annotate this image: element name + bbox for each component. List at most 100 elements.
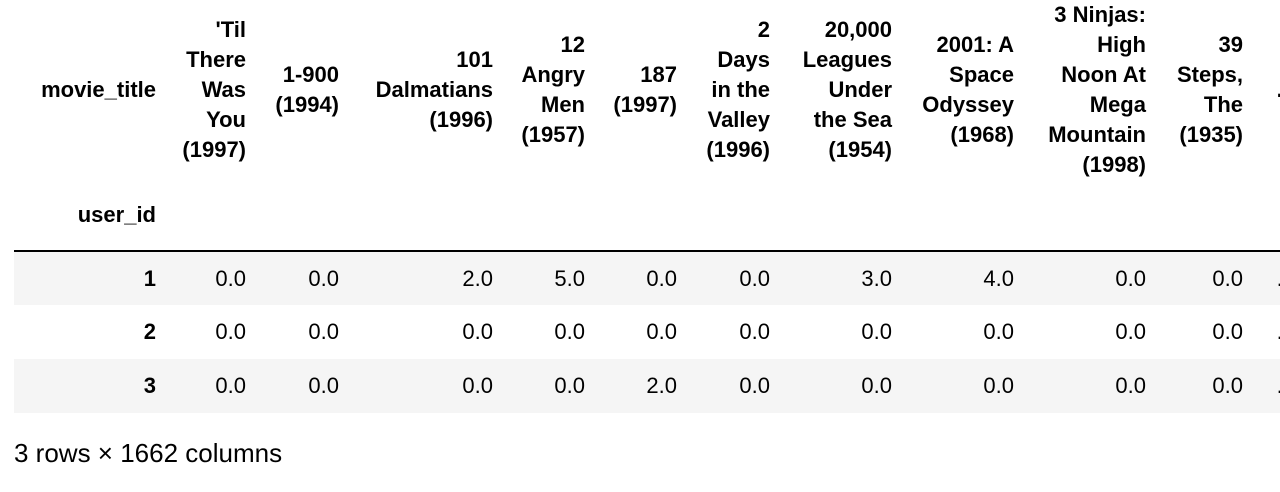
empty-header-cell <box>594 180 686 252</box>
column-header-line: 2001: A <box>936 32 1014 57</box>
column-header-line: You <box>206 107 246 132</box>
table-shape-caption: 3 rows × 1662 columns <box>14 438 283 468</box>
table-cell: 0.0 <box>1115 265 1146 291</box>
empty-header-cell <box>502 180 594 252</box>
table-cell: 0.0 <box>646 319 677 344</box>
table-cell: 5.0 <box>554 265 585 291</box>
column-header-line: The <box>1203 92 1243 117</box>
column-header-line: (1994) <box>275 92 339 117</box>
column-header-line: Leagues <box>802 47 892 72</box>
empty-header-cell <box>348 180 502 252</box>
table-cell: 0.0 <box>1115 319 1146 344</box>
column-header-line: (1957) <box>521 122 585 147</box>
column-header-line: (1997) <box>613 92 677 117</box>
column-header-line: (1996) <box>429 107 493 132</box>
index-name-label: user_id <box>14 180 165 252</box>
table-row: 1 0.0 0.0 2.0 5.0 0.0 0.0 3.0 4.0 0.0 0.0... <box>14 251 1280 305</box>
column-header-line: (1935) <box>1179 122 1243 147</box>
column-header-line: Space <box>949 62 1014 87</box>
column-header-4: 187 (1997) <box>594 0 686 180</box>
column-header-line: (1968) <box>950 122 1014 147</box>
column-header-2: 101 Dalmatians (1996) <box>348 0 502 180</box>
column-header-5: 2 Days in the Valley (1996) <box>686 0 779 180</box>
column-header-line: (1997) <box>182 137 246 162</box>
column-header-line: Noon At <box>1061 62 1146 87</box>
column-header-6: 20,000 Leagues Under the Sea (1954) <box>779 0 901 180</box>
table-cell: 0.0 <box>215 373 246 398</box>
table-cell: 0.0 <box>1212 373 1243 398</box>
empty-header-cell <box>779 180 901 252</box>
column-header-line: High <box>1097 32 1146 57</box>
table-cell: 0.0 <box>739 265 770 291</box>
table-cell: 0.0 <box>462 373 493 398</box>
row-index: 3 <box>143 373 156 398</box>
table-cell: 0.0 <box>1212 319 1243 344</box>
table-cell: 0.0 <box>739 319 770 344</box>
table-cell: 0.0 <box>462 319 493 344</box>
table-cell: 0.0 <box>646 265 677 291</box>
table-header: movie_title 'Til There Was You (1997) 1-900 (1… <box>14 0 1280 252</box>
column-header-line: 'Til <box>215 17 247 42</box>
table-cell: 0.0 <box>861 319 892 344</box>
column-header-line: Was <box>201 77 246 102</box>
column-header-line: Valley <box>707 107 770 132</box>
table-cell: 2.0 <box>646 373 677 398</box>
column-header-line: Odyssey <box>922 92 1014 117</box>
column-header-3: 12 Angry Men (1957) <box>502 0 594 180</box>
column-header-line: Mountain <box>1048 122 1146 147</box>
table-cell: 0.0 <box>739 373 770 398</box>
column-header-8: 3 Ninjas: High Noon At Mega Mountain (1998) <box>1023 0 1155 180</box>
column-ellipsis: ... <box>1252 0 1280 180</box>
column-header-1: 1-900 (1994) <box>255 0 348 180</box>
table-cell: 0.0 <box>983 319 1014 344</box>
empty-header-cell <box>686 180 779 252</box>
column-header-line: 3 Ninjas: <box>1054 2 1146 27</box>
table-cell: 0.0 <box>308 265 339 291</box>
table-cell: 0.0 <box>308 319 339 344</box>
column-header-line: Dalmatians <box>375 77 493 102</box>
table-cell: 0.0 <box>308 373 339 398</box>
table-cell: 0.0 <box>1212 265 1243 291</box>
table-cell: 0.0 <box>983 373 1014 398</box>
empty-header-cell <box>1252 180 1280 252</box>
empty-header-cell <box>901 180 1023 252</box>
column-header-line: (1954) <box>828 137 892 162</box>
table-row: 2 0.0 0.0 0.0 0.0 0.0 0.0 0.0 0.0 0.0 0.0... <box>14 305 1280 359</box>
row-ellipsis: ... <box>1252 251 1280 305</box>
table-row: 3 0.0 0.0 0.0 0.0 2.0 0.0 0.0 0.0 0.0 0.0... <box>14 359 1280 413</box>
column-header-row: movie_title 'Til There Was You (1997) 1-900 (1… <box>14 0 1280 180</box>
row-index: 2 <box>143 319 156 344</box>
column-header-line: 39 <box>1218 32 1243 57</box>
table-cell: 4.0 <box>983 265 1014 291</box>
dataframe-table: movie_title 'Til There Was You (1997) 1-900 (1… <box>14 0 1280 413</box>
empty-header-cell <box>1023 180 1155 252</box>
column-header-line: 12 <box>560 32 585 57</box>
empty-header-cell <box>165 180 255 252</box>
table-cell: 2.0 <box>462 265 493 291</box>
columns-name-label: movie_title <box>41 77 156 102</box>
column-header-line: 2 <box>757 17 770 42</box>
empty-header-cell <box>255 180 348 252</box>
column-header-line: 20,000 <box>824 17 892 42</box>
row-ellipsis: ... <box>1252 359 1280 413</box>
table-cell: 0.0 <box>215 319 246 344</box>
table-body: 1 0.0 0.0 2.0 5.0 0.0 0.0 3.0 4.0 0.0 0.0... 2 0.0 0.… <box>14 251 1280 413</box>
row-ellipsis: ... <box>1252 305 1280 359</box>
column-header-line: Angry <box>521 62 585 87</box>
column-header-line: There <box>186 47 246 72</box>
column-header-line: (1996) <box>706 137 770 162</box>
column-header-line: Men <box>541 92 585 117</box>
column-header-9: 39 Steps, The (1935) <box>1155 0 1252 180</box>
column-header-7: 2001: A Space Odyssey (1968) <box>901 0 1023 180</box>
column-header-line: Mega <box>1089 92 1146 117</box>
table-cell: 0.0 <box>1115 373 1146 398</box>
column-header-line: the Sea <box>813 107 892 132</box>
column-header-line: 1-900 <box>282 62 339 87</box>
column-header-line: 187 <box>640 62 677 87</box>
table-cell: 0.0 <box>554 373 585 398</box>
index-name-row: user_id <box>14 180 1280 252</box>
column-header-line: (1998) <box>1082 152 1146 177</box>
table-cell: 3.0 <box>861 265 892 291</box>
table-cell: 0.0 <box>861 373 892 398</box>
row-index: 1 <box>143 265 156 291</box>
